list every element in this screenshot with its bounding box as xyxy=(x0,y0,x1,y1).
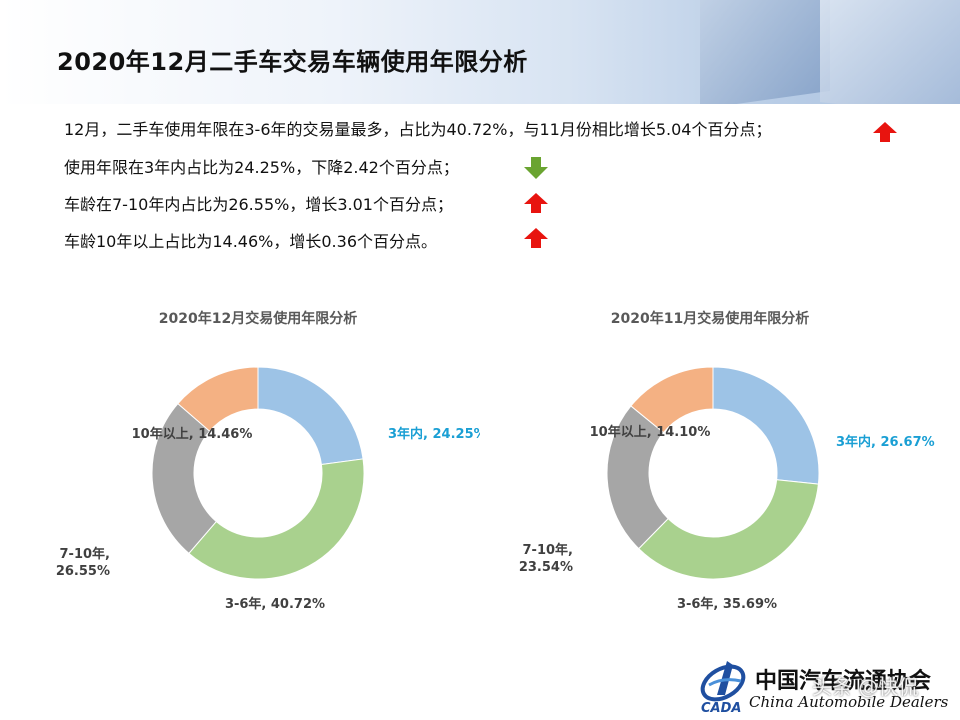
slice-label-4: 10年以上, 14.46% xyxy=(132,426,253,442)
chart-title-dec: 2020年12月交易使用年限分析 xyxy=(158,311,358,327)
decor-cube xyxy=(700,0,830,104)
slice-label-1: 3年内, 26.67% xyxy=(836,434,935,450)
slice-label-2: 3-6年, 40.72% xyxy=(225,596,325,612)
summary-line-2: 使用年限在3年内占比为24.25%，下降2.42个百分点； xyxy=(64,158,459,177)
trend-up-arrow-icon xyxy=(524,193,548,213)
logo-en-text: China Automobile Dealers xyxy=(749,693,949,711)
trend-up-arrow-icon xyxy=(524,228,548,248)
trend-down-arrow-icon xyxy=(524,157,548,179)
trend-up-arrow-icon xyxy=(873,122,897,142)
donut-slice-4 xyxy=(177,366,259,432)
page-title: 2020年12月二手车交易车辆使用年限分析 xyxy=(57,48,528,76)
donut-slice-2 xyxy=(188,458,365,580)
slice-label-3: 7-10年, 23.54% xyxy=(519,542,573,575)
summary-line-1: 12月，二手车使用年限在3-6年的交易量最多，占比为40.72%，与11月份相比… xyxy=(64,120,772,139)
slice-label-1: 3年内, 24.25% xyxy=(388,426,480,442)
donut-slice-1 xyxy=(712,366,820,485)
slice-label-2: 3-6年, 35.69% xyxy=(677,596,777,612)
donut-slice-4 xyxy=(630,366,714,434)
watermark-text: 头条 @快侃 xyxy=(812,675,919,699)
summary-line-3: 车龄在7-10年内占比为26.55%，增长3.01个百分点； xyxy=(64,195,453,214)
donut-slice-2 xyxy=(638,479,819,580)
summary-line-4: 车龄10年以上占比为14.46%，增长0.36个百分点。 xyxy=(64,232,437,251)
cada-emblem-icon: CADA xyxy=(700,661,746,715)
donut-chart-dec: 3年内, 24.25% 3-6年, 40.72% 7-10年, 26.55% 10年以上… xyxy=(56,366,480,612)
cada-mark-text: CADA xyxy=(701,701,741,715)
decor-cube xyxy=(820,0,960,104)
header-banner xyxy=(0,0,960,104)
slice-label-4: 10年以上, 14.10% xyxy=(590,424,711,440)
chart-title-nov: 2020年11月交易使用年限分析 xyxy=(610,311,810,327)
slice-label-3: 7-10年, 26.55% xyxy=(56,546,110,579)
donut-slice-1 xyxy=(257,366,364,466)
cada-logo: CADA 中国汽车流通协会 China Automobile Dealers 头… xyxy=(697,655,957,715)
donut-chart-nov: 3年内, 26.67% 3-6年, 35.69% 7-10年, 23.54% 10年以上… xyxy=(519,366,935,612)
logo-cn-text: 中国汽车流通协会 xyxy=(755,669,932,694)
